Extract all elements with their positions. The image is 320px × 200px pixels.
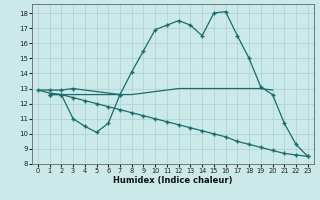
X-axis label: Humidex (Indice chaleur): Humidex (Indice chaleur) xyxy=(113,176,233,185)
